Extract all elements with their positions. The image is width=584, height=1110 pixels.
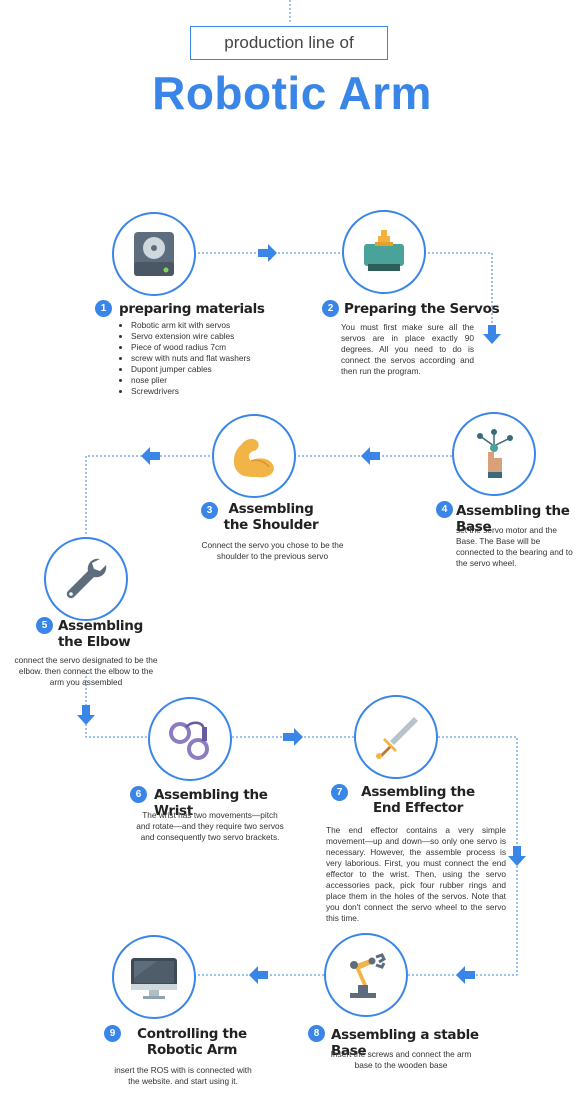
step-5-title: Assembling the Elbow	[58, 618, 143, 650]
step-7-description: The end effector contains a very simple …	[326, 825, 506, 923]
step-7-title: Assembling the End Effector	[361, 784, 475, 816]
hard-drive-icon	[134, 232, 174, 276]
step-8-title: Assembling a stable Base	[331, 1027, 479, 1059]
step-1-title: preparing materials	[119, 301, 265, 317]
monitor-icon	[131, 958, 177, 999]
step-2-circle	[342, 210, 426, 294]
step-8-description: Insert the screws and connect the arm ba…	[330, 1049, 472, 1070]
step-8-circle	[324, 933, 408, 1017]
list-item: Screwdrivers	[131, 386, 277, 397]
arrow-down-2	[483, 325, 501, 344]
list-item: Dupont jumper cables	[131, 364, 277, 375]
subtitle: production line of	[224, 33, 354, 52]
arrow-down-7	[508, 846, 526, 866]
step-2-number: 2	[322, 300, 339, 317]
step-6-number: 6	[130, 786, 147, 803]
step-3-title: Assembling the Shoulder	[223, 501, 319, 533]
sword-icon	[376, 717, 418, 759]
step-7-circle	[354, 695, 438, 779]
list-item: Servo extension wire cables	[131, 331, 277, 342]
step-5-description: connect the servo designated to be the e…	[14, 655, 158, 687]
robot-arm-icon	[350, 953, 386, 998]
step-6-description: The wrist has two movements—pitch and ro…	[136, 810, 284, 842]
step-1-material-list: Robotic arm kit with servos Servo extens…	[117, 320, 277, 397]
page-title: Robotic Arm	[152, 67, 432, 119]
step-7-number: 7	[331, 784, 348, 801]
step-3-number: 3	[201, 502, 218, 519]
list-item: Piece of wood radius 7cm	[131, 342, 277, 353]
arrow-left-3	[361, 447, 380, 465]
step-4-description: set the servo motor and the Base. The Ba…	[456, 525, 573, 568]
list-item: nose plier	[131, 375, 277, 386]
step-6-title: Assembling the Wrist	[154, 787, 268, 819]
arrow-left-9	[249, 966, 268, 984]
step-2-title: Preparing the Servos	[344, 301, 500, 317]
step-5-number: 5	[36, 617, 53, 634]
step-2-description: You must first make sure all the servos …	[341, 322, 474, 376]
wrench-icon	[66, 558, 107, 599]
step-4-circle	[452, 412, 536, 496]
step-3-description: Connect the servo you chose to be the sh…	[201, 540, 344, 561]
arrow-down-5	[77, 705, 95, 725]
arrow-right-6	[283, 728, 303, 746]
step-9-description: insert the ROS with is connected with th…	[114, 1065, 252, 1086]
flexed-arm-icon	[233, 438, 274, 478]
step-5-circle	[44, 537, 128, 621]
step-1-number: 1	[95, 300, 112, 317]
subtitle-box: production line of	[190, 26, 388, 60]
step-4-number: 4	[436, 501, 453, 518]
list-item: screw with nuts and flat washers	[131, 353, 277, 364]
hand-network-icon	[477, 429, 513, 478]
step-4-title: Assembling the Base	[456, 503, 570, 535]
step-9-title: Controlling the Robotic Arm	[137, 1026, 247, 1058]
arrow-left-8	[456, 966, 475, 984]
step-9-circle	[112, 935, 196, 1019]
servo-icon	[364, 230, 404, 271]
handcuffs-icon	[169, 721, 209, 760]
step-9-number: 9	[104, 1025, 121, 1042]
list-item: Robotic arm kit with servos	[131, 320, 277, 331]
step-1-circle	[112, 212, 196, 296]
step-6-circle	[148, 697, 232, 781]
step-3-circle	[212, 414, 296, 498]
arrow-left-4	[141, 447, 160, 465]
step-8-number: 8	[308, 1025, 325, 1042]
arrow-right-1	[258, 244, 277, 262]
